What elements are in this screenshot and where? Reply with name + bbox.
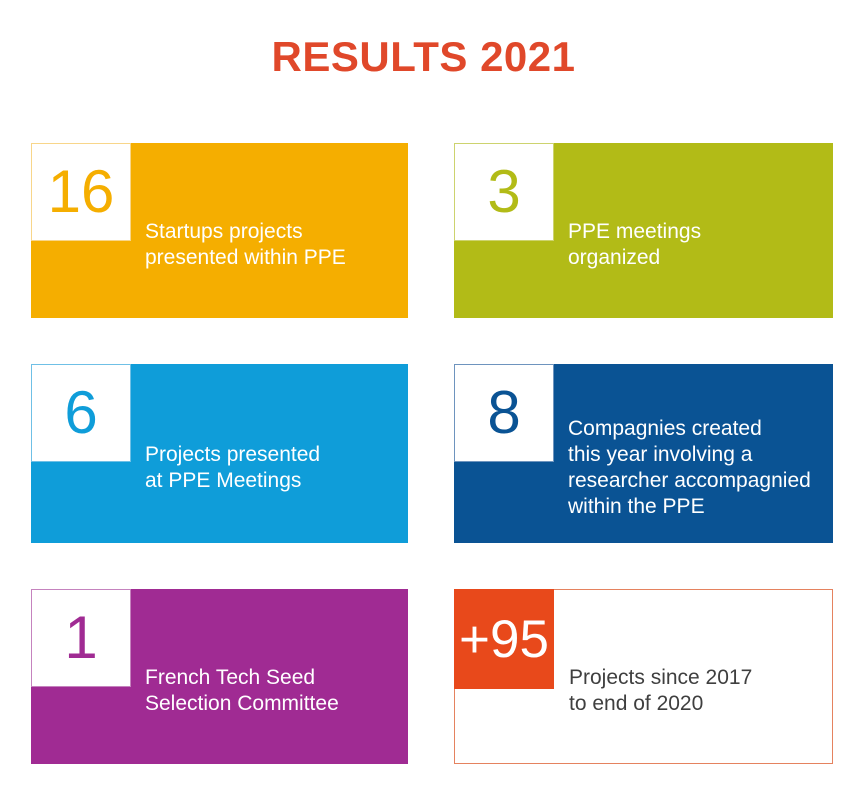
- stat-description: Projects since 2017 to end of 2020: [569, 590, 824, 763]
- stat-number: 3: [487, 158, 521, 225]
- stat-description: French Tech Seed Selection Committee: [145, 589, 400, 764]
- stat-number: +95: [459, 609, 549, 669]
- stat-tile-startups-projects: 16 Startups projects presented within PP…: [31, 143, 408, 318]
- stat-tile-ppe-meetings: 3 PPE meetings organized: [454, 143, 833, 318]
- stat-description-line: this year involving a: [568, 442, 753, 466]
- page-title: RESULTS 2021: [271, 33, 576, 80]
- number-square: 16: [31, 143, 131, 241]
- stat-number: 8: [487, 379, 521, 446]
- stat-description-line: organized: [568, 245, 661, 269]
- stat-number: 6: [64, 379, 98, 446]
- stat-description-line: Compagnies created: [568, 416, 762, 440]
- stat-description-line: Startups projects: [145, 219, 303, 243]
- stat-description-line: presented within PPE: [145, 245, 346, 269]
- stats-grid: 16 Startups projects presented within PP…: [31, 143, 833, 764]
- stat-description-line: Projects since 2017: [569, 665, 753, 689]
- stat-description-line: PPE meetings: [568, 219, 702, 243]
- stat-description: PPE meetings organized: [568, 143, 825, 318]
- stat-description-line: at PPE Meetings: [145, 468, 302, 492]
- stat-description-line: within the PPE: [568, 494, 705, 518]
- stat-tile-french-tech-seed: 1 French Tech Seed Selection Committee: [31, 589, 408, 764]
- stat-description-line: researcher accompagnied: [568, 468, 811, 492]
- stat-description-line: to end of 2020: [569, 691, 704, 715]
- number-square: 8: [454, 364, 554, 462]
- stat-description: Startups projects presented within PPE: [145, 143, 400, 318]
- stat-number: 16: [47, 158, 115, 225]
- stat-tile-projects-presented: 6 Projects presented at PPE Meetings: [31, 364, 408, 543]
- stat-description: Compagnies created this year involving a…: [568, 364, 825, 543]
- stat-number: 1: [64, 604, 98, 671]
- number-square: 3: [454, 143, 554, 241]
- stat-description-line: Selection Committee: [145, 691, 339, 715]
- stat-description-line: French Tech Seed: [145, 665, 316, 689]
- number-square: 6: [31, 364, 131, 462]
- number-square: 1: [31, 589, 131, 687]
- number-square: +95: [454, 589, 554, 689]
- stat-description: Projects presented at PPE Meetings: [145, 364, 400, 543]
- stat-tile-projects-since-2017: +95 Projects since 2017 to end of 2020: [454, 589, 833, 764]
- stat-description-line: Projects presented: [145, 442, 321, 466]
- stat-tile-companies-created: 8 Compagnies created this year involving…: [454, 364, 833, 543]
